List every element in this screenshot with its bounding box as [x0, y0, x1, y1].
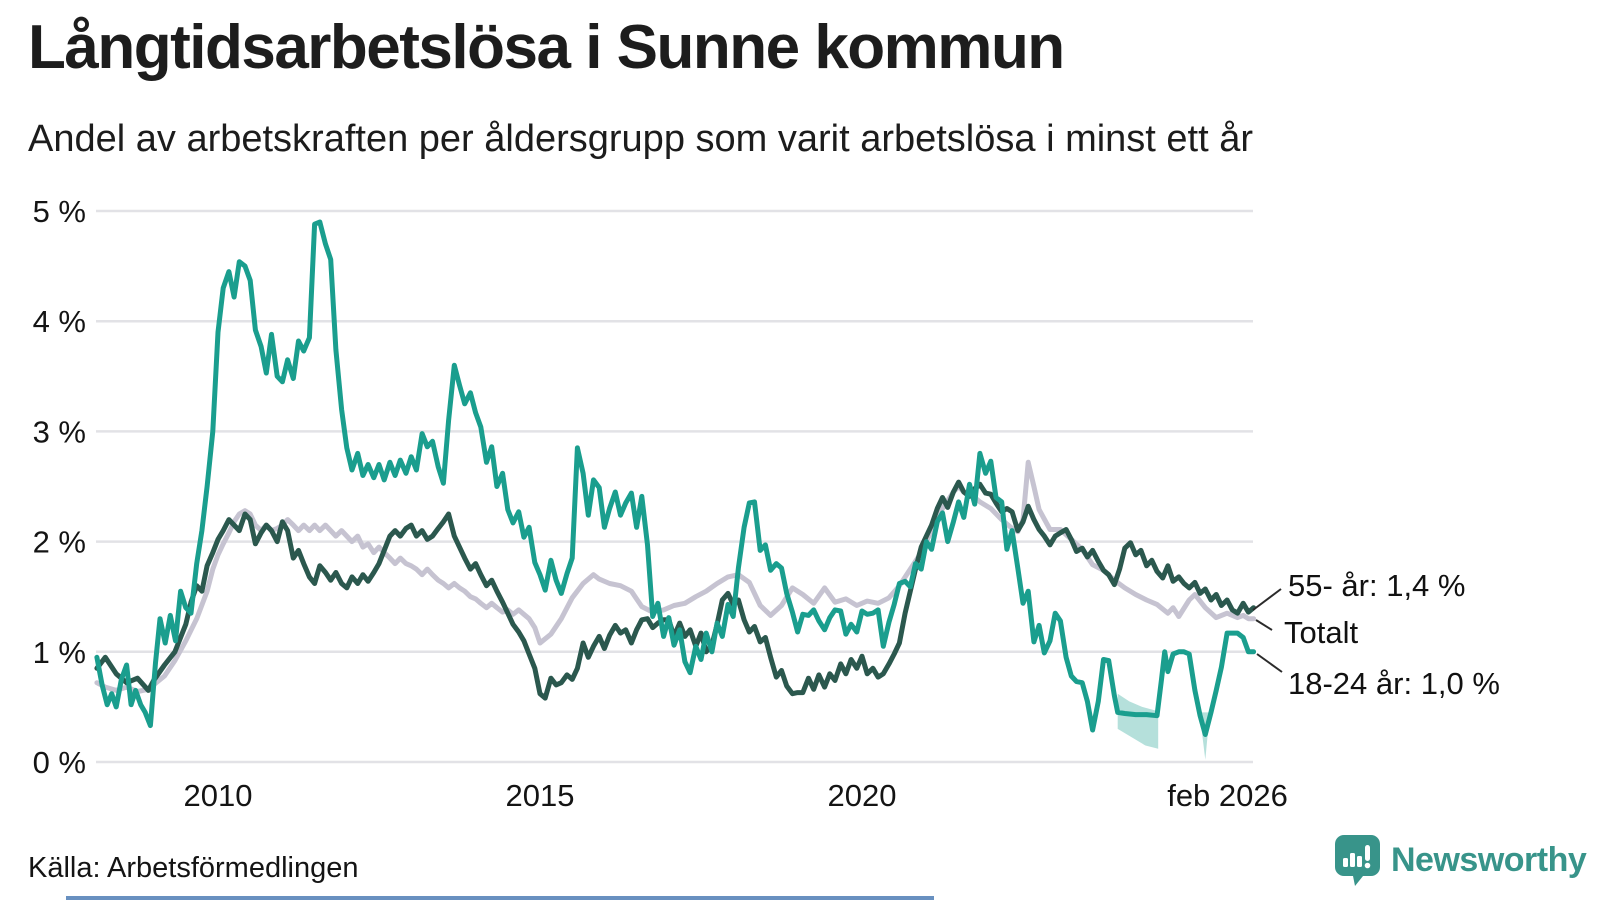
page-subtitle: Andel av arbetskraften per åldersgrupp s… [28, 118, 1254, 160]
y-tick-label: 1 % [33, 635, 86, 670]
label-55: 55- år: 1,4 % [1288, 568, 1465, 603]
confidence-band-2024 [1117, 693, 1159, 749]
x-tick-label: 2010 [184, 778, 253, 813]
label-55-callout-line [1252, 588, 1282, 611]
series-line-55-r [94, 479, 1257, 701]
gridlines [96, 209, 1253, 764]
series-annotations: 55- år: 1,4 % Totalt 18-24 år: 1,0 % [1252, 568, 1500, 701]
label-18-24: 18-24 år: 1,0 % [1288, 666, 1500, 701]
y-tick-label: 3 % [33, 414, 86, 449]
bottom-blue-bar [66, 896, 934, 900]
newsworthy-wordmark: Newsworthy [1391, 841, 1587, 879]
y-tick-label: 2 % [33, 525, 86, 560]
series-line-totalt [94, 459, 1257, 694]
page-title: Långtidsarbetslösa i Sunne kommun [28, 13, 1065, 82]
series-line-18-24-r [94, 219, 1257, 737]
newsworthy-logo[interactable]: Newsworthy [1334, 834, 1587, 887]
newsworthy-bubble-icon [1335, 835, 1380, 886]
y-tick-label: 0 % [33, 745, 86, 780]
y-tick-label: 4 % [33, 304, 86, 339]
x-tick-label: 2020 [828, 778, 897, 813]
x-tick-label: 2015 [506, 778, 575, 813]
label-total: Totalt [1284, 615, 1358, 650]
x-axis-labels: 2010 2015 2020 feb 2026 [184, 778, 1288, 813]
y-tick-label: 5 % [33, 194, 86, 229]
label-18-24-callout-line [1256, 653, 1283, 673]
source-note: Källa: Arbetsförmedlingen [28, 852, 359, 884]
x-tick-label: feb 2026 [1167, 778, 1288, 813]
label-total-callout-line [1255, 619, 1273, 631]
y-axis-labels: 0 % 1 % 2 % 3 % 4 % 5 % [33, 194, 86, 780]
